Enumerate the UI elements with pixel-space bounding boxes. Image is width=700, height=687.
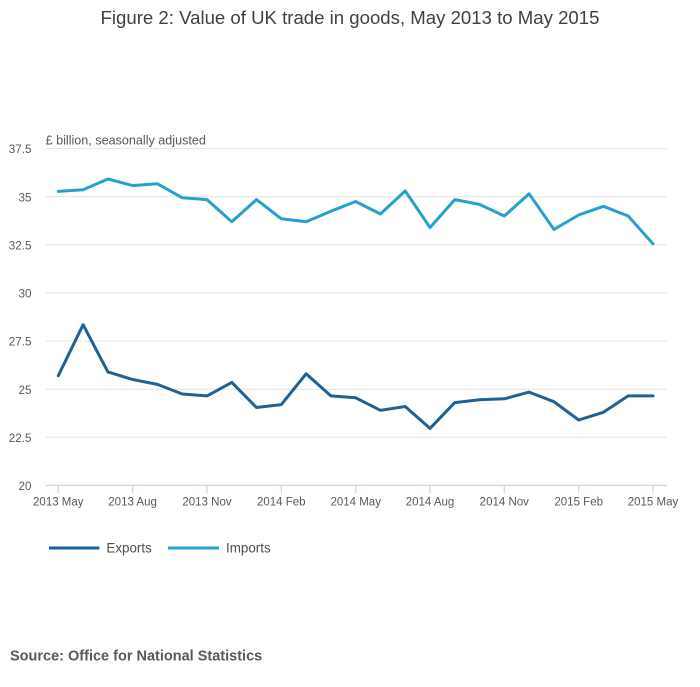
svg-text:2013 Aug: 2013 Aug (108, 497, 157, 509)
svg-text:2014 Aug: 2014 Aug (406, 497, 455, 509)
svg-text:27.5: 27.5 (9, 336, 32, 349)
svg-text:22.5: 22.5 (9, 432, 32, 445)
svg-text:Imports: Imports (226, 541, 271, 556)
svg-text:Figure 2: Value of UK trade in: Figure 2: Value of UK trade in goods, Ma… (101, 7, 600, 28)
svg-text:Exports: Exports (106, 541, 152, 556)
svg-text:£ billion, seasonally adjusted: £ billion, seasonally adjusted (46, 134, 206, 148)
svg-text:2014 Feb: 2014 Feb (257, 497, 306, 509)
svg-text:2014 Nov: 2014 Nov (480, 497, 529, 509)
svg-text:2015 May: 2015 May (628, 497, 679, 509)
svg-text:2013 May: 2013 May (33, 497, 84, 509)
svg-text:2014 May: 2014 May (330, 497, 381, 509)
svg-text:35: 35 (18, 191, 32, 204)
svg-text:30: 30 (18, 288, 32, 301)
svg-text:32.5: 32.5 (9, 239, 32, 252)
svg-text:2015 Feb: 2015 Feb (554, 497, 603, 509)
svg-text:2013 Nov: 2013 Nov (182, 497, 231, 509)
svg-text:20: 20 (18, 480, 32, 493)
svg-text:37.5: 37.5 (9, 143, 32, 156)
svg-text:25: 25 (18, 384, 32, 397)
svg-text:Source: Office for National St: Source: Office for National Statistics (10, 649, 262, 665)
